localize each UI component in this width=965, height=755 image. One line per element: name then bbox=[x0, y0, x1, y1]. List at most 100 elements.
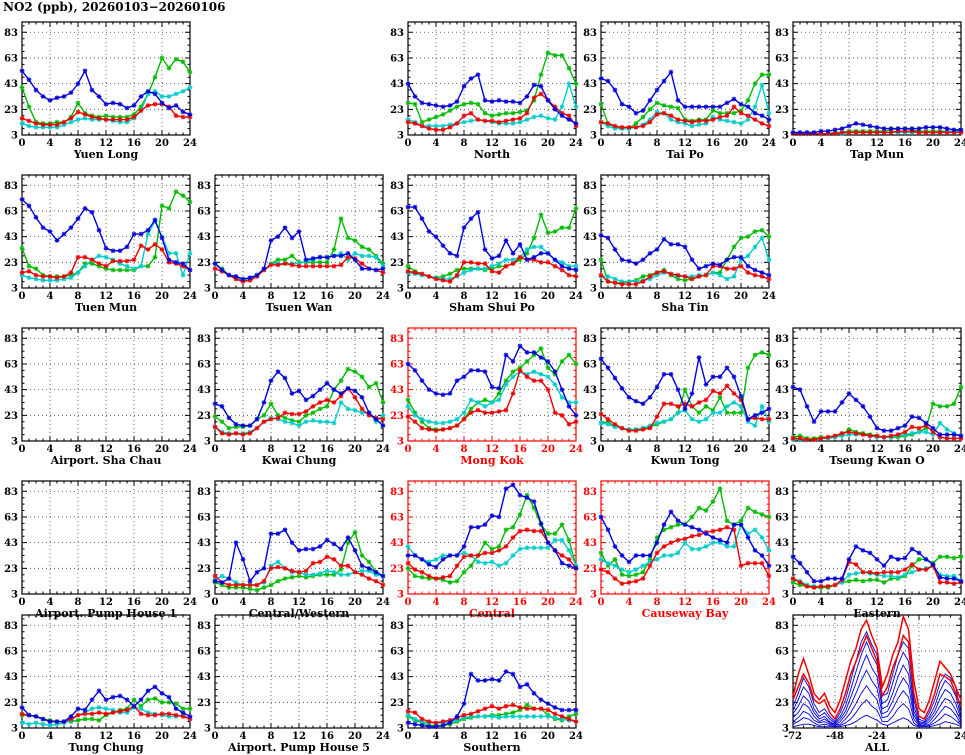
x-tick-label: 12 bbox=[485, 291, 499, 302]
chart-central: 3 23 43 63 83 0 4 8 12 16 20 24 Central bbox=[390, 480, 583, 620]
station-label: ALL bbox=[864, 741, 889, 754]
y-tick-label: 23 bbox=[775, 411, 789, 422]
x-tick-label: 24 bbox=[569, 138, 583, 149]
x-tick-label: 0 bbox=[598, 444, 605, 455]
x-tick-label: 24 bbox=[954, 138, 965, 149]
series-markers-cyan bbox=[598, 522, 772, 575]
x-tick-label: 4 bbox=[626, 291, 633, 302]
x-tick-label: 8 bbox=[461, 444, 468, 455]
y-tick-label: 83 bbox=[583, 28, 597, 39]
x-tick-label: 16 bbox=[706, 444, 720, 455]
x-tick-label: 4 bbox=[433, 731, 440, 742]
x-tick-label: 20 bbox=[734, 291, 748, 302]
x-tick-label: 8 bbox=[654, 444, 661, 455]
station-label: Yuen Long bbox=[73, 148, 139, 161]
station-label: Tseung Kwan O bbox=[829, 454, 925, 467]
x-tick-label: 12 bbox=[99, 138, 113, 149]
x-tick-label: 12 bbox=[870, 597, 884, 608]
y-tick-label: 23 bbox=[4, 105, 18, 116]
series-line-blue bbox=[214, 370, 384, 427]
plot-box bbox=[21, 480, 191, 595]
y-tick-label: 23 bbox=[197, 698, 211, 709]
x-tick-label: 16 bbox=[513, 444, 527, 455]
x-tick-label: 16 bbox=[706, 597, 720, 608]
y-tick-label: 3 bbox=[11, 437, 18, 448]
y-tick-label: 43 bbox=[4, 79, 18, 90]
chart-tseung-kwan-o: 3 23 43 63 83 0 4 8 12 16 20 24 Tseung Kwan O bbox=[775, 327, 965, 467]
y-tick-label: 3 bbox=[590, 284, 597, 295]
plot-box bbox=[407, 21, 577, 136]
y-tick-label: 3 bbox=[397, 131, 404, 142]
series-line-blue bbox=[21, 69, 191, 116]
y-tick-label: 43 bbox=[390, 232, 404, 243]
x-tick-label: 4 bbox=[240, 597, 247, 608]
x-tick-label: 16 bbox=[513, 138, 527, 149]
station-label: Tap Mun bbox=[850, 148, 904, 161]
y-tick-label: 63 bbox=[4, 359, 18, 370]
x-tick-label: 12 bbox=[678, 597, 692, 608]
x-tick-label: 24 bbox=[376, 291, 390, 302]
x-tick-label: 24 bbox=[569, 291, 583, 302]
x-tick-label: 24 bbox=[569, 597, 583, 608]
x-tick-label: 0 bbox=[790, 138, 797, 149]
y-tick-label: 23 bbox=[583, 564, 597, 575]
plot-box bbox=[214, 614, 384, 729]
x-tick-label: 0 bbox=[212, 597, 219, 608]
x-tick-label: 12 bbox=[485, 731, 499, 742]
y-tick-label: 3 bbox=[11, 590, 18, 601]
plot-box bbox=[214, 174, 384, 289]
all-station-line-blue-5 bbox=[792, 699, 962, 728]
x-tick-label: 16 bbox=[513, 291, 527, 302]
x-tick-label: 0 bbox=[212, 291, 219, 302]
x-tick-label: 20 bbox=[155, 444, 169, 455]
x-tick-label: 24 bbox=[376, 597, 390, 608]
y-tick-label: 83 bbox=[775, 487, 789, 498]
x-tick-label: 12 bbox=[870, 444, 884, 455]
x-tick-label: 4 bbox=[818, 444, 825, 455]
x-tick-label: 4 bbox=[240, 444, 247, 455]
x-tick-label: 0 bbox=[405, 444, 412, 455]
y-tick-label: 83 bbox=[775, 334, 789, 345]
x-tick-label: -48 bbox=[826, 731, 844, 742]
series-markers-blue bbox=[598, 69, 772, 122]
station-label: Mong Kok bbox=[460, 454, 524, 467]
x-tick-label: 16 bbox=[127, 597, 141, 608]
chart-southern: 3 23 43 63 83 0 4 8 12 16 20 24 Southern bbox=[390, 614, 583, 754]
y-tick-label: 43 bbox=[390, 672, 404, 683]
x-tick-label: -72 bbox=[784, 731, 802, 742]
y-tick-label: 43 bbox=[4, 232, 18, 243]
x-tick-label: 20 bbox=[541, 731, 555, 742]
plot-box bbox=[21, 21, 191, 136]
x-tick-label: 4 bbox=[433, 597, 440, 608]
x-tick-label: 4 bbox=[626, 138, 633, 149]
y-tick-label: 83 bbox=[390, 621, 404, 632]
station-label: Tuen Mun bbox=[75, 301, 137, 314]
y-tick-label: 3 bbox=[782, 437, 789, 448]
x-tick-label: 4 bbox=[47, 731, 54, 742]
x-tick-label: 4 bbox=[47, 444, 54, 455]
y-tick-label: 23 bbox=[583, 258, 597, 269]
x-tick-label: 16 bbox=[898, 444, 912, 455]
x-tick-label: 16 bbox=[898, 138, 912, 149]
y-tick-label: 3 bbox=[397, 284, 404, 295]
y-tick-label: 43 bbox=[583, 385, 597, 396]
plot-box bbox=[21, 327, 191, 442]
x-tick-label: 16 bbox=[513, 731, 527, 742]
x-tick-label: 8 bbox=[268, 291, 275, 302]
x-tick-label: 0 bbox=[405, 731, 412, 742]
all-roadside-line-red-0 bbox=[792, 613, 962, 715]
y-tick-label: 3 bbox=[590, 437, 597, 448]
plot-box bbox=[407, 480, 577, 595]
y-tick-label: 83 bbox=[197, 621, 211, 632]
y-tick-label: 83 bbox=[583, 334, 597, 345]
x-tick-label: 12 bbox=[99, 731, 113, 742]
x-tick-label: 8 bbox=[75, 444, 82, 455]
station-label: Sha Tin bbox=[661, 301, 708, 314]
y-tick-label: 83 bbox=[390, 28, 404, 39]
chart-tsuen-wan: 3 23 43 63 83 0 4 8 12 16 20 24 Tsuen Wan bbox=[197, 174, 390, 314]
x-tick-label: 16 bbox=[127, 291, 141, 302]
series-markers-red bbox=[405, 527, 579, 581]
x-tick-label: 8 bbox=[461, 138, 468, 149]
y-tick-label: 23 bbox=[390, 105, 404, 116]
y-tick-label: 23 bbox=[390, 564, 404, 575]
